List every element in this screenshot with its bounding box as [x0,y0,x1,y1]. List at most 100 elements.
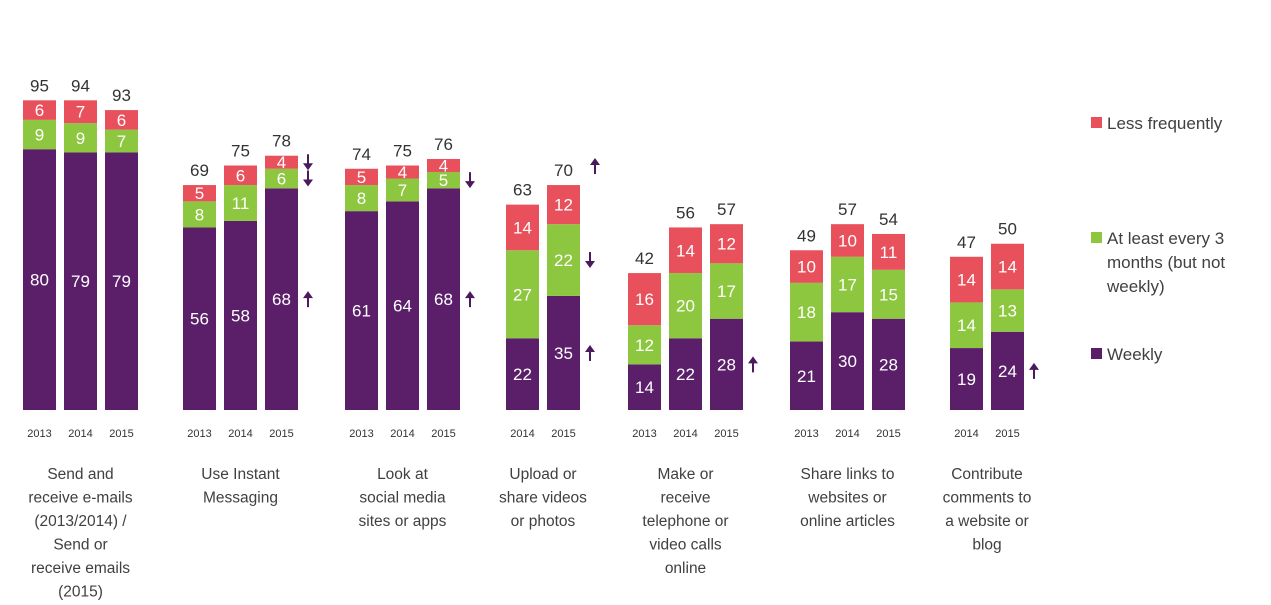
legend-label: Less frequently [1107,114,1223,133]
segment-value-label: 20 [676,297,695,316]
segment-value-label: 79 [71,272,90,291]
bar-segment-at [23,119,56,150]
segment-value-label: 5 [357,168,366,187]
segment-value-label: 18 [797,303,816,322]
bar-segment-weekly [224,220,257,410]
bar-segment-less [265,155,298,169]
bar-segment-weekly [950,348,983,410]
year-tick-label: 2013 [27,428,51,440]
segment-value-label: 22 [513,365,532,384]
segment-value-label: 10 [838,231,857,250]
segment-value-label: 7 [117,132,126,151]
year-tick-label: 2015 [995,428,1019,440]
segment-value-label: 6 [277,170,286,189]
total-value-label: 47 [957,233,976,252]
total-value-label: 74 [352,145,371,164]
bar-stack-2013: 56 8 5 69 2013 [183,161,216,440]
segment-value-label: 4 [439,157,448,176]
segment-value-label: 11 [880,243,898,262]
bar-segment-less [950,256,983,303]
bar-group: 80 9 6 95 2013 79 9 7 94 2014 79 7 6 93 2015 Send and re… [23,76,138,601]
bar-segment-less [872,233,905,270]
segment-value-label: 7 [76,103,85,122]
bar-stack-2014: 64 74 75 2014 [386,142,419,440]
bar-group: 21 18 10 49 2013 30 17 10 57 2014 28 15 11 54 2015 Shar… [790,200,905,530]
segment-value-label: 11 [232,194,250,213]
increase-arrow-icon [465,291,475,308]
bar-stack-2015: 24 13 14 50 2015 [991,220,1039,440]
segment-value-label: 7 [398,181,407,200]
bar-segment-at [710,263,743,319]
segment-value-label: 17 [838,275,857,294]
segment-value-label: 9 [76,129,85,148]
segment-value-label: 14 [998,258,1017,277]
decrease-arrow-icon [303,154,313,171]
increase-arrow-icon [748,356,758,373]
bar-group: 22 27 14 63 2014 35 22 12 70 2015 Upload or share v… [499,158,600,530]
year-tick-label: 2015 [109,428,133,440]
bar-segment-at [790,282,823,342]
bar-stack-2013: 21 18 10 49 2013 [790,226,823,440]
segment-value-label: 19 [957,370,976,389]
segment-value-label: 6 [117,111,126,130]
legend-swatch [1091,232,1102,243]
segment-value-label: 35 [554,344,573,363]
bar-segment-weekly [669,338,702,410]
bar-segment-weekly [710,318,743,410]
bar-segment-less [183,185,216,202]
segment-value-label: 14 [957,271,976,290]
category-label: Use Instant Messaging [201,466,280,507]
segment-value-label: 8 [195,205,204,224]
total-value-label: 76 [434,135,453,154]
category-label: Upload or share videos or photos [499,466,587,530]
legend-label: Weekly [1107,345,1163,364]
year-tick-label: 2014 [68,428,92,440]
bar-stack-2015: 68 64 78 2015 [265,132,313,440]
bar-stack-2013: 61 8 5 74 2013 [345,145,378,440]
legend-swatch [1091,117,1102,128]
segment-value-label: 9 [35,126,44,145]
bar-segment-weekly [991,331,1024,410]
segment-value-label: 5 [439,171,448,190]
bar-segment-less [991,243,1024,290]
segment-value-label: 30 [838,352,857,371]
bar-stack-2015: 68 54 76 2015 [427,135,475,440]
category-label: Make or receive telephone or video calls onl… [642,466,728,577]
category-label: Send and receive e-mails (2013/2014) / Send… [28,466,132,601]
year-tick-label: 2014 [835,428,859,440]
segment-value-label: 12 [635,336,654,355]
decrease-arrow-icon [585,252,595,269]
segment-value-label: 14 [513,218,532,237]
bar-segment-at [991,289,1024,332]
year-tick-label: 2013 [632,428,656,440]
legend: Less frequently At least every 3 months (b… [1091,114,1225,364]
bar-segment-less [64,100,97,124]
bar-stack-2015: 79 7 6 93 2015 [105,86,138,440]
bar-stack-2014: 58 11 6 75 2014 [224,142,257,440]
category-label: Look at social media sites or apps [359,466,447,530]
bar-stack-2015: 35 22 12 70 2015 [547,158,600,440]
year-tick-label: 2013 [794,428,818,440]
segment-value-label: 22 [676,365,695,384]
increase-arrow-icon [585,344,595,361]
segment-value-label: 15 [879,285,898,304]
segment-value-label: 6 [35,101,44,120]
segment-value-label: 64 [393,297,412,316]
bar-stack-2014: 79 9 7 94 2014 [64,76,97,440]
bar-segment-at [345,185,378,212]
bar-segment-less [831,224,864,257]
bar-segment-at [831,256,864,313]
bar-segment-at [669,273,702,339]
year-tick-label: 2015 [714,428,738,440]
bar-segment-weekly [386,201,419,410]
bar-stack-2015: 28 15 11 54 2015 [872,210,905,440]
bar-segment-at [427,172,460,189]
legend-item: Weekly [1091,345,1163,364]
segment-value-label: 6 [236,166,245,185]
year-tick-label: 2013 [187,428,211,440]
bar-stack-2014: 22 27 14 63 2014 [506,181,539,440]
bar-group: 141216422013222014562014281712572015Make… [628,200,758,577]
year-tick-label: 2015 [876,428,900,440]
